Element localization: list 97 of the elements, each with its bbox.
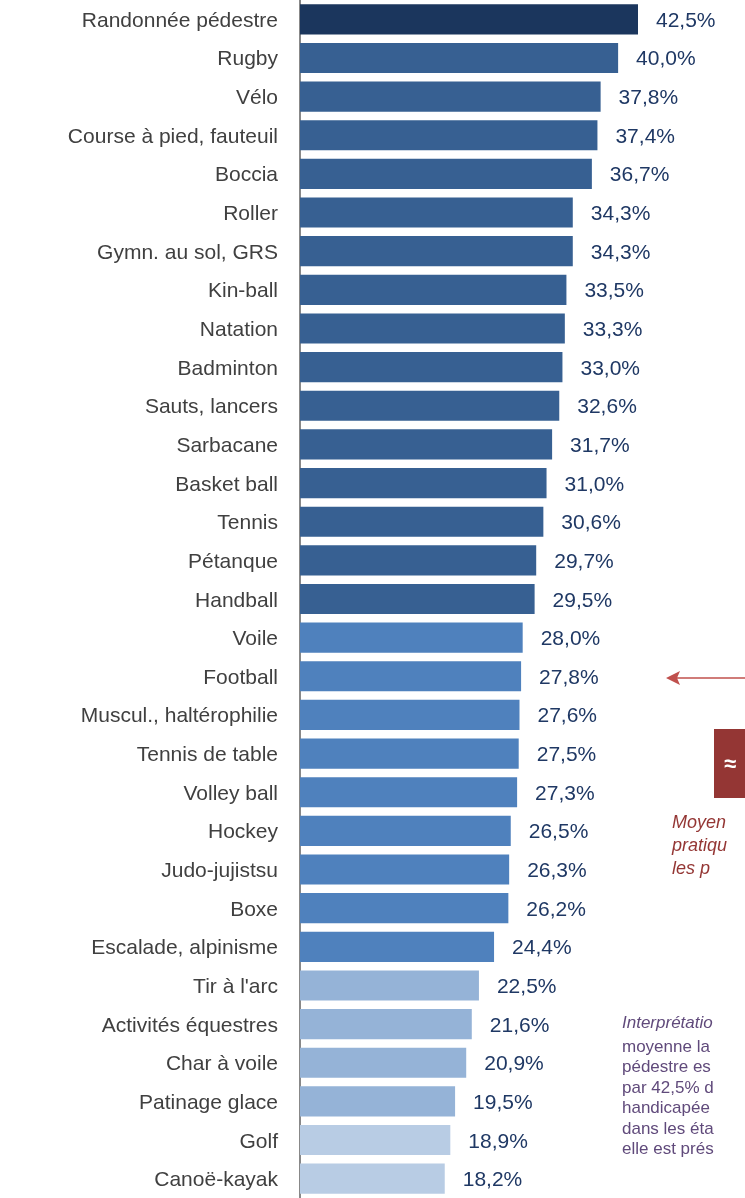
- bar: [300, 583, 535, 615]
- bar: [300, 197, 573, 228]
- y-tick-label: Gymn. au sol, GRS: [97, 239, 278, 263]
- data-label: 26,2%: [526, 896, 586, 920]
- data-label: 18,9%: [468, 1128, 528, 1152]
- bar: [300, 931, 495, 962]
- y-tick-label: Patinage glace: [139, 1089, 278, 1113]
- y-tick-label: Sauts, lancers: [144, 394, 278, 418]
- data-label: 33,3%: [582, 316, 643, 340]
- bar: [300, 893, 509, 924]
- y-tick-label: Golf: [239, 1128, 279, 1152]
- data-label: 33,0%: [580, 355, 640, 379]
- y-tick-label: Natation: [199, 316, 278, 340]
- data-label: 27,6%: [537, 703, 598, 727]
- bar: [300, 1047, 467, 1078]
- y-tick-label: Sarbacane: [176, 432, 278, 456]
- bar: [300, 506, 544, 537]
- y-tick-label: Hockey: [207, 819, 279, 843]
- data-label: 29,5%: [552, 587, 613, 611]
- data-label: 26,5%: [528, 819, 589, 843]
- y-tick-label: Tennis de table: [136, 742, 278, 766]
- y-tick-label: Pétanque: [188, 548, 278, 572]
- y-tick-label: Boxe: [230, 896, 278, 920]
- annotation: moyenne la pédestre es par 42,5% d handicapée dans les éta elle est prés: [622, 1036, 715, 1159]
- y-tick-label: Rugby: [217, 46, 279, 70]
- bar: [300, 1009, 472, 1040]
- bar: [300, 815, 511, 846]
- y-tick-label: Kin-ball: [207, 278, 278, 302]
- data-label: 37,8%: [618, 85, 679, 109]
- bar: [300, 854, 510, 885]
- data-label: 21,6%: [489, 1012, 550, 1036]
- data-label: 31,0%: [564, 471, 625, 495]
- bar: [300, 158, 592, 189]
- data-label: 34,3%: [590, 201, 651, 225]
- data-label: 27,8%: [539, 664, 599, 688]
- y-tick-label: Judo-jujistsu: [161, 858, 278, 882]
- bar: [300, 467, 547, 499]
- bar: [300, 236, 573, 267]
- annotation: Interprétatio: [622, 1013, 713, 1032]
- bar: [300, 81, 601, 112]
- data-label: 28,0%: [540, 626, 601, 650]
- y-tick-label: Char à voile: [165, 1051, 278, 1075]
- y-tick-label: Activités équestres: [101, 1012, 278, 1036]
- y-tick-label: Football: [203, 664, 278, 688]
- y-tick-label: Escalade, alpinisme: [91, 935, 278, 959]
- data-label: 29,7%: [554, 548, 614, 572]
- bar: [300, 661, 522, 692]
- bar: [300, 545, 537, 576]
- y-tick-label: Muscul., haltérophilie: [80, 703, 278, 727]
- y-tick-label: Handball: [195, 587, 278, 611]
- bar: [300, 970, 479, 1001]
- bar: [300, 4, 638, 35]
- bar: [300, 777, 518, 808]
- data-label: 36,7%: [609, 162, 670, 186]
- bar: [300, 738, 519, 769]
- data-label: 26,3%: [527, 858, 587, 882]
- text: ≈: [724, 750, 737, 776]
- y-tick-label: Randonnée pédestre: [81, 7, 278, 31]
- bar: [300, 622, 523, 653]
- data-label: 34,3%: [590, 239, 651, 263]
- y-tick-label: Course à pied, fauteuil: [67, 123, 278, 147]
- bar: [300, 429, 553, 460]
- y-tick-label: Tennis: [217, 510, 278, 534]
- data-label: 27,5%: [536, 742, 597, 766]
- data-label: 32,6%: [577, 394, 637, 418]
- text: Moyen pratiqu les p: [671, 811, 728, 878]
- bar: [300, 1124, 451, 1156]
- y-tick-label: Volley ball: [183, 780, 278, 804]
- bar: [300, 274, 567, 305]
- data-label: 18,2%: [462, 1167, 523, 1191]
- y-tick-label: Tir à l'arc: [193, 973, 278, 997]
- y-tick-label: Vélo: [235, 85, 278, 109]
- y-tick-label: Voile: [232, 626, 278, 650]
- data-label: 22,5%: [496, 973, 557, 997]
- y-tick-label: Canoë-kayak: [154, 1167, 279, 1191]
- bar: [300, 42, 619, 74]
- data-label: 24,4%: [512, 935, 572, 959]
- bar: [300, 1163, 445, 1194]
- bar: [300, 390, 560, 421]
- bar: [300, 352, 563, 383]
- data-label: 19,5%: [473, 1089, 533, 1113]
- data-label: 30,6%: [561, 510, 621, 534]
- bar: [300, 1086, 456, 1117]
- y-tick-label: Basket ball: [175, 471, 278, 495]
- y-tick-label: Badminton: [177, 355, 278, 379]
- data-label: 33,5%: [584, 278, 644, 302]
- data-label: 31,7%: [570, 432, 630, 456]
- y-tick-label: Boccia: [214, 162, 279, 186]
- bar: [300, 313, 565, 344]
- bar: [300, 120, 598, 151]
- data-label: 37,4%: [615, 123, 675, 147]
- data-label: 27,3%: [535, 780, 595, 804]
- y-tick-label: Roller: [223, 201, 278, 225]
- data-label: 20,9%: [484, 1051, 544, 1075]
- data-label: 42,5%: [656, 7, 716, 31]
- data-label: 40,0%: [636, 46, 696, 70]
- bar: [300, 699, 520, 731]
